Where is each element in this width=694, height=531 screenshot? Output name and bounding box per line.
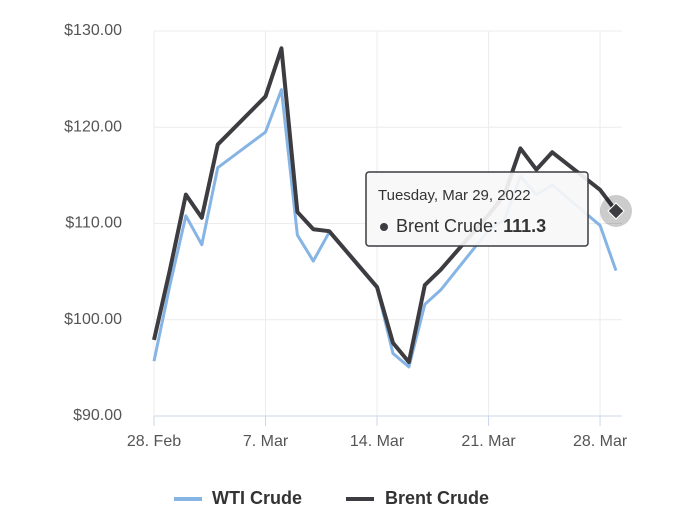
y-tick-label: $100.00: [64, 311, 122, 328]
tooltip-box: [365, 171, 589, 247]
x-tick-label: 14. Mar: [350, 433, 405, 450]
hover-marker: [607, 202, 625, 220]
series-line: [152, 46, 618, 365]
legend: WTI Crude Brent Crude: [174, 488, 489, 508]
y-tick-label: $110.00: [65, 215, 122, 232]
legend-label[interactable]: Brent Crude: [385, 488, 489, 508]
tooltip-label: Brent Crude:: [396, 216, 498, 236]
x-tick-label: 28. Mar: [573, 433, 628, 450]
tooltip-bullet: [380, 223, 388, 231]
x-tick-label: 28. Feb: [127, 433, 181, 450]
x-tick-label: 21. Mar: [461, 433, 516, 450]
x-tick-label: 7. Mar: [243, 433, 289, 450]
tooltip-value: 111.3: [503, 216, 546, 236]
legend-label[interactable]: WTI Crude: [212, 488, 302, 508]
tooltip-row: Brent Crude: 111.3: [396, 216, 546, 236]
tooltip-header: Tuesday, Mar 29, 2022: [378, 187, 531, 204]
y-tick-label: $130.00: [64, 22, 122, 39]
y-tick-label: $120.00: [64, 118, 122, 135]
tooltip: Tuesday, Mar 29, 2022 Brent Crude: 111.3: [365, 171, 589, 247]
y-tick-label: $90.00: [73, 407, 122, 424]
